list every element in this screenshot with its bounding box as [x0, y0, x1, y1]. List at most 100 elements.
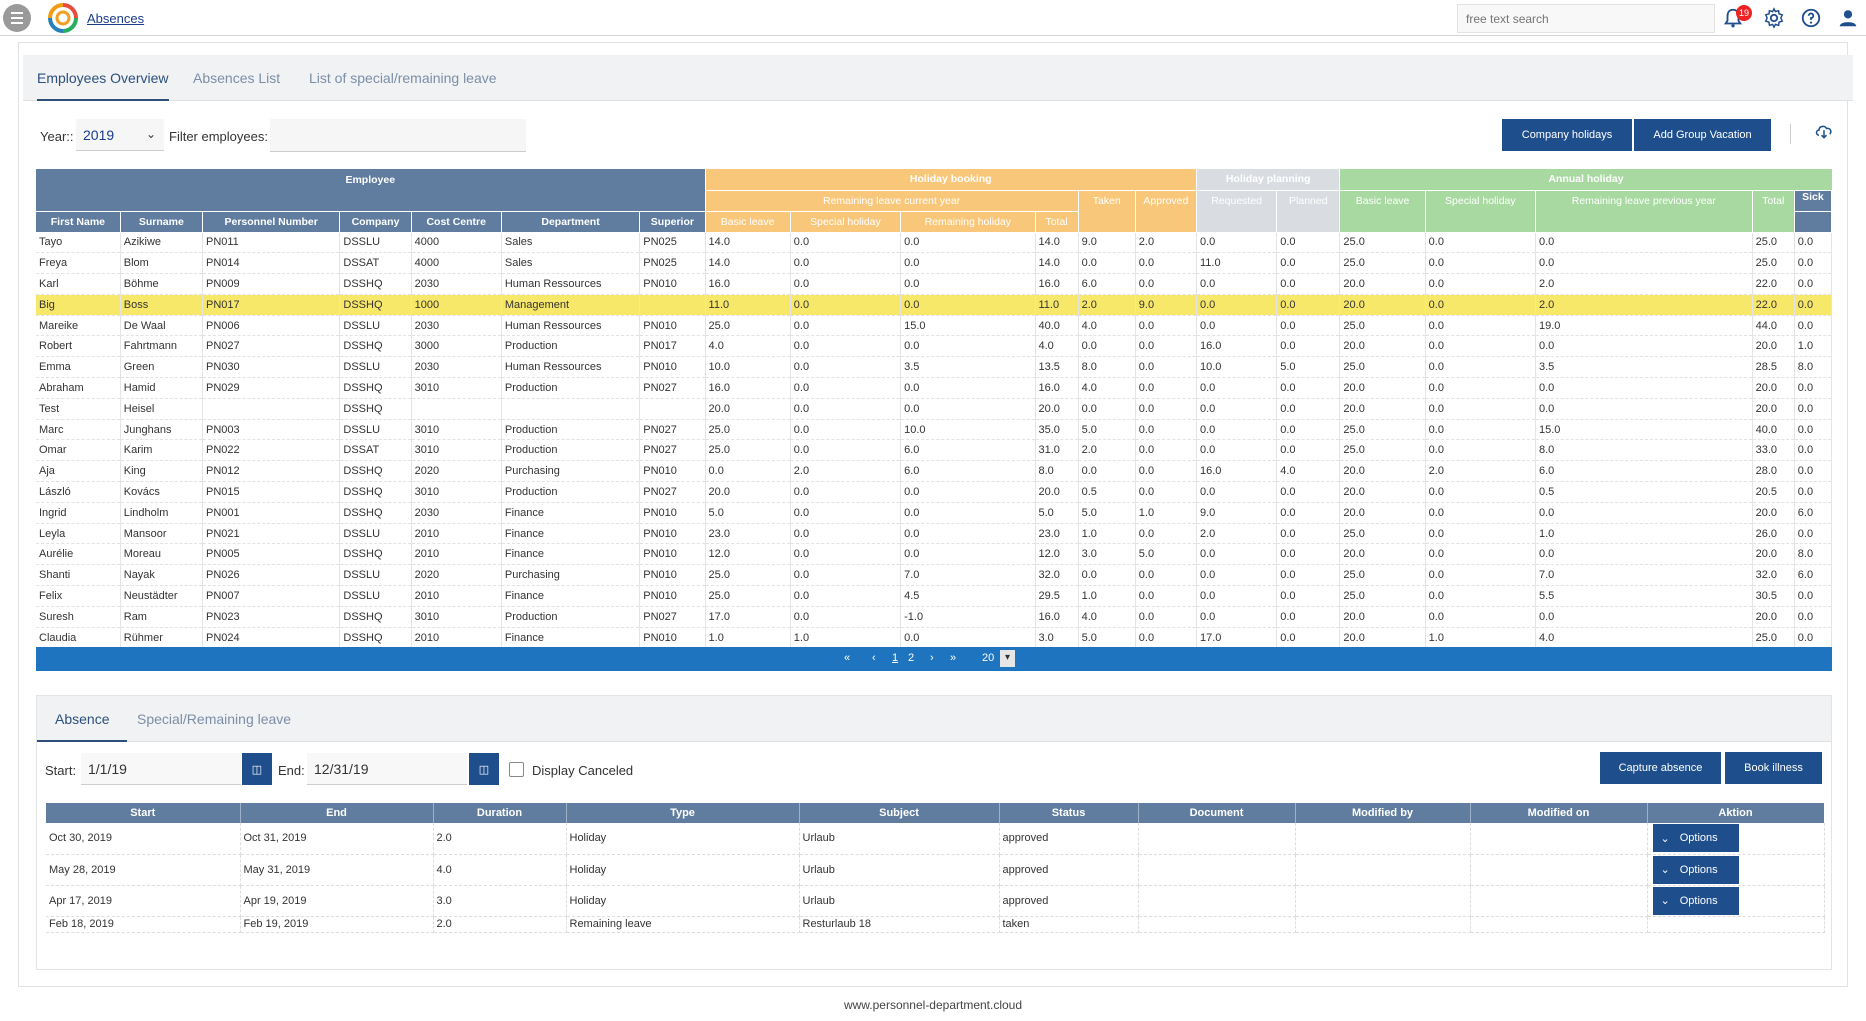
- absence-table: Start End Duration Type Subject Status Documen…: [46, 803, 1825, 933]
- group-header-holiday-booking: Holiday booking: [705, 169, 1198, 191]
- cloud-download-icon[interactable]: [1814, 122, 1834, 140]
- col-header-personnel-number[interactable]: Personnel Number: [202, 211, 341, 233]
- options-button[interactable]: ⌄ Options: [1652, 824, 1739, 853]
- user-icon[interactable]: [1837, 7, 1859, 29]
- employee-row[interactable]: Ingrid Lindholm PN001 DSSHQ 2030 Finance PN010…: [36, 502, 1833, 524]
- employee-row[interactable]: Omar Karim PN022 DSSAT 3010 Production PN027 25…: [36, 439, 1833, 462]
- employee-row[interactable]: Abraham Hamid PN029 DSSHQ 3010 Production PN02…: [36, 377, 1833, 399]
- options-button[interactable]: ⌄ Options: [1652, 886, 1739, 915]
- cell-personnel-number: PN024: [202, 627, 341, 649]
- cell-cost-centre: 3010: [411, 481, 502, 503]
- next-page-icon[interactable]: ›: [930, 652, 934, 664]
- col-header-department[interactable]: Department: [501, 211, 641, 233]
- employee-row[interactable]: Tayo Azikiwe PN011 DSSLU 4000 Sales PN025 14.0 0…: [36, 232, 1833, 254]
- add-group-vacation-button[interactable]: Add Group Vacation: [1634, 119, 1771, 151]
- footer-link[interactable]: www.personnel-department.cloud: [843, 998, 1023, 1012]
- col-header-first-name[interactable]: First Name: [36, 211, 121, 233]
- cell-annual-special-holiday: 0.0: [1425, 419, 1537, 441]
- cell-first-name: Karl: [36, 273, 121, 295]
- abs-col-header-modified-by[interactable]: Modified by: [1295, 803, 1471, 823]
- hamburger-menu-icon[interactable]: [3, 4, 31, 32]
- employee-row[interactable]: Leyla Mansoor PN021 DSSLU 2010 Finance PN010 23…: [36, 523, 1833, 545]
- employee-row[interactable]: Mareike De Waal PN006 DSSLU 2030 Human Ressou…: [36, 315, 1833, 337]
- absence-row[interactable]: May 28, 2019 May 31, 2019 4.0 Holiday Urlaub…: [46, 854, 1825, 886]
- employee-row[interactable]: Freya Blom PN014 DSSAT 4000 Sales PN025 14.0 0.0…: [36, 252, 1833, 275]
- start-calendar-icon[interactable]: ◫: [242, 753, 272, 785]
- prev-page-icon[interactable]: ‹: [872, 652, 876, 664]
- abs-col-header-aktion[interactable]: Aktion: [1647, 803, 1825, 823]
- help-icon[interactable]: [1800, 7, 1822, 29]
- cell-company: DSSHQ: [339, 627, 412, 649]
- page-2-link[interactable]: 2: [908, 652, 915, 664]
- abs-col-header-start[interactable]: Start: [46, 803, 241, 823]
- absence-row[interactable]: Oct 30, 2019 Oct 31, 2019 2.0 Holiday Urlaub…: [46, 823, 1825, 855]
- cell-personnel-number: PN029: [202, 377, 341, 399]
- abs-col-header-type[interactable]: Type: [566, 803, 800, 823]
- tab-absences-list[interactable]: Absences List: [193, 70, 281, 86]
- app-title[interactable]: Absences: [87, 11, 145, 26]
- options-button[interactable]: ⌄ Options: [1652, 855, 1739, 884]
- cell-department: Finance: [501, 543, 641, 566]
- employee-row[interactable]: Test Heisel DSSHQ 20.0 0.0 0.0 20.0 0.0 0.0 0.0 0.…: [36, 398, 1833, 420]
- cell-approved: 0.0: [1135, 606, 1198, 628]
- cell-surname: Moreau: [120, 543, 203, 566]
- abs-col-header-end[interactable]: End: [240, 803, 434, 823]
- employee-row[interactable]: Karl Böhme PN009 DSSHQ 2030 Human Ressources P…: [36, 273, 1833, 295]
- tab-employees-overview[interactable]: Employees Overview: [37, 55, 169, 101]
- employee-row[interactable]: László Kovács PN015 DSSHQ 3010 Production PN02…: [36, 481, 1833, 503]
- employee-row[interactable]: Felix Neustädter PN007 DSSLU 2010 Finance PN01…: [36, 585, 1833, 607]
- abs-col-header-status[interactable]: Status: [999, 803, 1139, 823]
- page-1-link[interactable]: 1: [892, 652, 899, 664]
- abs-col-header-document[interactable]: Document: [1138, 803, 1296, 823]
- cell-annual-total: 22.0: [1752, 273, 1795, 295]
- cell-sick: 0.0: [1794, 627, 1833, 649]
- cell-planned: 0.0: [1276, 606, 1341, 628]
- employee-row[interactable]: Aja King PN012 DSSHQ 2020 Purchasing PN010 0.0 2…: [36, 460, 1833, 483]
- cell-superior: PN010: [639, 502, 706, 524]
- cell-cost-centre: 2030: [411, 502, 502, 524]
- cell-approved: 0.0: [1135, 315, 1198, 337]
- year-select[interactable]: 2019 ⌄: [76, 119, 164, 151]
- cell-superior: PN010: [639, 543, 706, 566]
- filter-employees-input[interactable]: [270, 119, 526, 152]
- first-page-icon[interactable]: «: [844, 652, 851, 664]
- employee-row[interactable]: Claudia Rühmer PN024 DSSHQ 2010 Finance PN010 1…: [36, 627, 1833, 649]
- tab-special-remaining-leave[interactable]: List of special/remaining leave: [309, 70, 497, 86]
- last-page-icon[interactable]: »: [950, 652, 957, 664]
- abs-cell-start: Apr 17, 2019: [46, 885, 241, 917]
- col-header-cost-centre[interactable]: Cost Centre: [411, 211, 502, 233]
- abs-col-header-subject[interactable]: Subject: [799, 803, 1000, 823]
- cell-first-name: Ingrid: [36, 502, 121, 524]
- absence-row[interactable]: Apr 17, 2019 Apr 19, 2019 3.0 Holiday Urlaub…: [46, 885, 1825, 917]
- book-illness-button[interactable]: Book illness: [1725, 752, 1822, 784]
- abs-col-header-duration[interactable]: Duration: [433, 803, 567, 823]
- capture-absence-button[interactable]: Capture absence: [1600, 752, 1721, 784]
- col-header-superior[interactable]: Superior: [639, 211, 706, 233]
- employee-row[interactable]: Suresh Ram PN023 DSSHQ 3010 Production PN027 17…: [36, 606, 1833, 628]
- end-calendar-icon[interactable]: ◫: [469, 753, 499, 785]
- page-size-value[interactable]: 20: [982, 652, 995, 664]
- company-holidays-button[interactable]: Company holidays: [1502, 119, 1632, 151]
- search-input[interactable]: [1457, 4, 1715, 33]
- cell-first-name: Aja: [36, 460, 121, 483]
- employee-row[interactable]: Shanti Nayak PN026 DSSLU 2020 Purchasing PN010…: [36, 564, 1833, 587]
- cell-taken: 0.0: [1078, 252, 1136, 275]
- end-date-input[interactable]: 12/31/19: [307, 753, 467, 785]
- employee-row[interactable]: Emma Green PN030 DSSLU 2030 Human Ressources P…: [36, 356, 1833, 379]
- col-header-company[interactable]: Company: [339, 211, 412, 233]
- cell-superior: PN025: [639, 232, 706, 254]
- employee-row[interactable]: Big Boss PN017 DSSHQ 1000 Management 11.0 0.0 0.…: [36, 294, 1833, 316]
- tab-absence[interactable]: Absence: [37, 696, 128, 742]
- cell-first-name: Aurélie: [36, 543, 121, 566]
- tab-special-remaining[interactable]: Special/Remaining leave: [137, 711, 292, 727]
- abs-col-header-modified-on[interactable]: Modified on: [1470, 803, 1648, 823]
- employee-row[interactable]: Robert Fahrtmann PN027 DSSHQ 3000 Production P…: [36, 335, 1833, 358]
- col-header-surname[interactable]: Surname: [120, 211, 203, 233]
- page-size-chevron-icon[interactable]: ▾: [1000, 650, 1015, 667]
- employee-row[interactable]: Aurélie Moreau PN005 DSSHQ 2010 Finance PN010 1…: [36, 543, 1833, 566]
- gear-icon[interactable]: [1763, 7, 1785, 29]
- employee-row[interactable]: Marc Junghans PN003 DSSLU 3010 Production PN02…: [36, 419, 1833, 441]
- start-date-input[interactable]: 1/1/19: [81, 753, 241, 785]
- absence-row[interactable]: Feb 18, 2019 Feb 19, 2019 2.0 Remaining lea…: [46, 916, 1825, 933]
- display-canceled-checkbox[interactable]: [509, 762, 524, 777]
